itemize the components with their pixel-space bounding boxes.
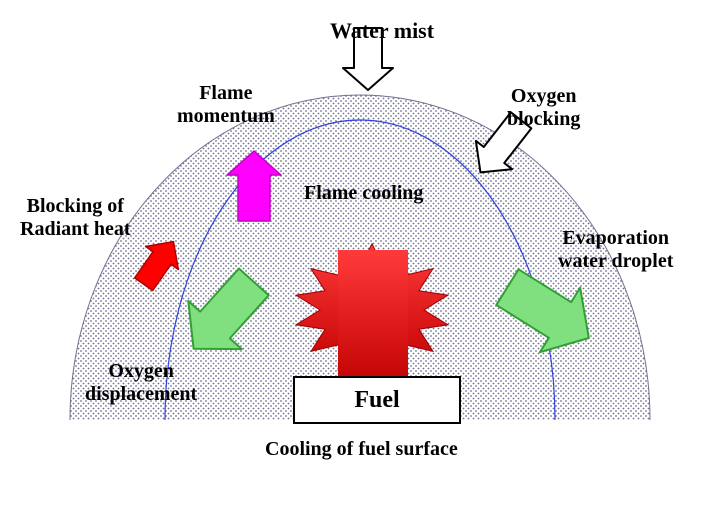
- oxygen-blocking-label: Oxygen blocking: [507, 85, 580, 131]
- flame-cooling-label: Flame cooling: [304, 182, 423, 205]
- cooling-fuel-label: Cooling of fuel surface: [265, 438, 458, 461]
- water-mist-label: Water mist: [330, 18, 434, 43]
- oxygen-displacement-label: Oxygen displacement: [85, 360, 197, 406]
- blocking-radiant-label: Blocking of Radiant heat: [20, 195, 131, 241]
- flame-momentum-label: Flame momentum: [177, 82, 275, 128]
- fuel-label: Fuel: [354, 387, 399, 414]
- evaporation-label: Evaporation water droplet: [558, 227, 673, 273]
- fuel-box: Fuel: [293, 376, 461, 424]
